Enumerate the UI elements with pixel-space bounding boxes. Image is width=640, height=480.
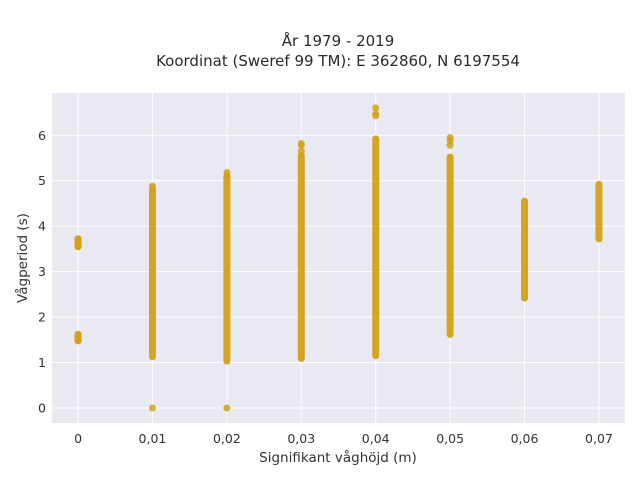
point-cluster-4-0 — [372, 135, 380, 360]
point-cluster-3-0 — [297, 152, 305, 362]
y-axis-ticks: 0 1 2 3 4 5 6 — [38, 128, 46, 416]
point-cluster-5-0 — [446, 153, 454, 338]
data-point-1-2 — [148, 404, 156, 412]
data-point-2-2 — [223, 404, 231, 412]
data-point-1-1 — [148, 186, 156, 194]
chart-title-line-2: Koordinat (Sweref 99 TM): E 362860, N 61… — [156, 52, 520, 70]
data-points — [74, 104, 603, 412]
data-point-5-2 — [446, 141, 454, 149]
point-cluster-1-0 — [148, 187, 156, 361]
y-tick-label-0: 0 — [38, 401, 46, 416]
y-tick-label-1: 1 — [38, 355, 46, 370]
y-tick-label-5: 5 — [38, 173, 46, 188]
y-tick-label-2: 2 — [38, 310, 46, 325]
data-point-4-0 — [372, 104, 380, 112]
data-point-0-7 — [74, 337, 82, 345]
point-cluster-2-0 — [223, 173, 231, 365]
point-cluster-6-0 — [521, 197, 529, 302]
data-point-3-2 — [297, 147, 305, 155]
x-tick-label-0: 0 — [74, 431, 82, 446]
x-tick-label-7: 0,07 — [585, 431, 613, 446]
point-cluster-7-0 — [595, 180, 603, 243]
chart-title-line-1: År 1979 - 2019 — [282, 31, 395, 50]
plot-area — [52, 93, 625, 423]
y-axis-title: Vågperiod (s) — [14, 213, 31, 303]
x-axis-title: Signifikant våghöjd (m) — [259, 449, 417, 466]
x-tick-label-6: 0,06 — [511, 431, 539, 446]
data-point-3-1 — [297, 141, 305, 149]
data-point-2-1 — [223, 172, 231, 180]
x-tick-label-2: 0,02 — [213, 431, 241, 446]
x-tick-label-1: 0,01 — [139, 431, 167, 446]
data-point-0-3 — [74, 243, 82, 251]
x-tick-label-5: 0,05 — [436, 431, 464, 446]
y-tick-label-4: 4 — [38, 219, 46, 234]
x-tick-label-3: 0,03 — [287, 431, 315, 446]
x-tick-label-4: 0,04 — [362, 431, 390, 446]
y-tick-label-3: 3 — [38, 264, 46, 279]
y-tick-label-6: 6 — [38, 128, 46, 143]
data-point-4-2 — [372, 112, 380, 120]
x-axis-ticks: 0 0,01 0,02 0,03 0,04 0,05 0,06 0,07 — [74, 431, 613, 446]
